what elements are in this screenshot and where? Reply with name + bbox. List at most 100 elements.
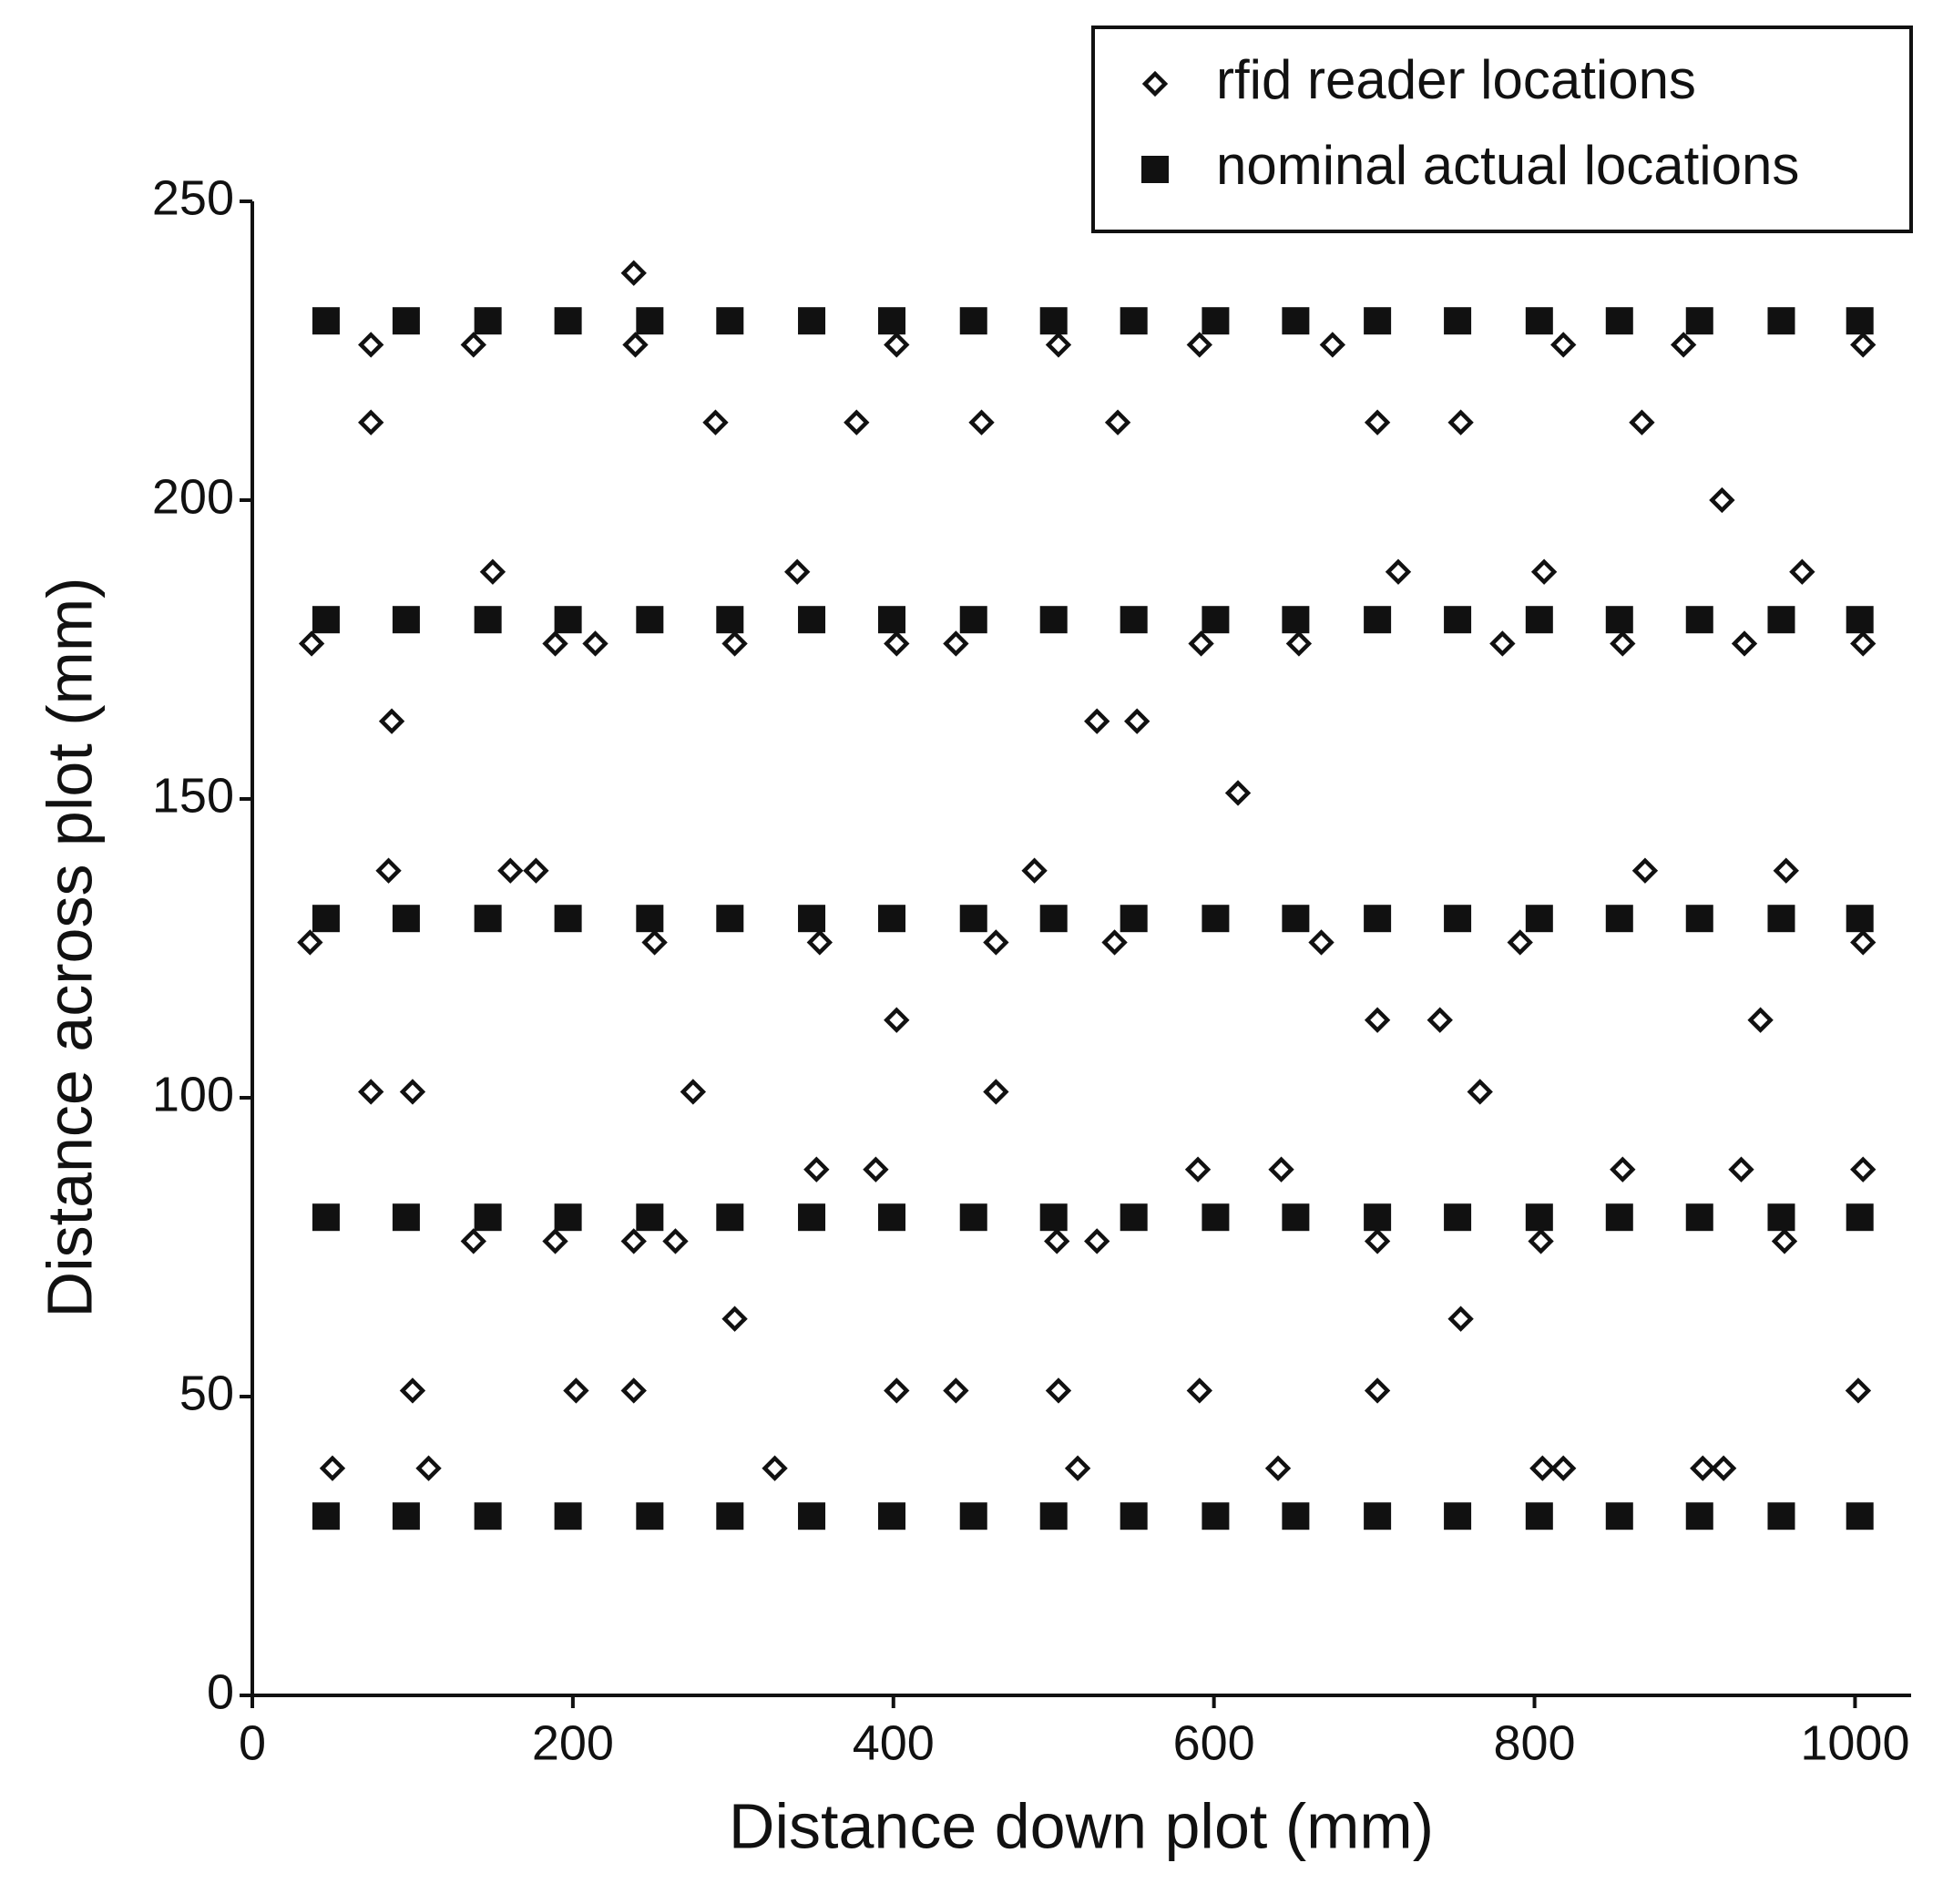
square-point [959,1203,987,1232]
square-point [959,1502,987,1530]
square-point [474,1502,502,1530]
diamond-point [884,1377,910,1404]
square-point [474,606,502,634]
diamond-point [378,708,405,734]
diamond-point [1850,1156,1877,1182]
diamond-point [399,1377,426,1404]
square-point [1767,307,1795,335]
square-point [554,606,582,634]
square-point [1282,606,1310,634]
square-point [1120,307,1148,335]
x-tick-label: 1000 [1800,1715,1909,1770]
square-point [1605,307,1633,335]
diamond-point [358,409,384,435]
x-axis-title: Distance down plot (mm) [729,1790,1434,1861]
square-point [1605,905,1633,933]
diamond-point [1789,558,1815,585]
diamond-point [542,630,568,657]
legend-marker [1141,156,1169,183]
square-point [312,307,340,335]
diamond-point [1104,409,1131,435]
diamond-point [1529,1455,1556,1481]
square-point [636,606,664,634]
square-point [798,307,826,335]
square-point [474,1203,502,1232]
diamond-point [1773,857,1799,884]
square-point [1364,1203,1392,1232]
diamond-point [1550,1455,1577,1481]
square-point [1039,905,1068,933]
diamond-point [1629,409,1655,435]
x-tick-label: 400 [853,1715,935,1770]
diamond-point [622,332,649,358]
diamond-point [884,332,910,358]
square-point [1039,307,1068,335]
square-point [1525,1502,1553,1530]
square-point [636,1502,664,1530]
y-tick-label: 250 [152,170,234,225]
diamond-point [1845,1377,1872,1404]
square-point [1120,606,1148,634]
diamond-point [1224,780,1252,806]
square-point [1605,1203,1633,1232]
diamond-point [844,409,870,435]
square-point [716,1203,744,1232]
diamond-point [680,1079,707,1105]
square-point [1846,1203,1874,1232]
x-tick-label: 800 [1493,1715,1575,1770]
square-point [636,905,664,933]
square-point [392,905,420,933]
diamond-point [1467,1079,1493,1105]
square-point [1846,307,1874,335]
y-tick-label: 50 [179,1366,234,1420]
square-point [474,905,502,933]
diamond-point [1124,708,1150,734]
diamond-point [1084,708,1110,734]
y-tick-label: 150 [152,768,234,823]
square-point [878,905,906,933]
square-point [959,606,987,634]
diamond-point [1045,1377,1072,1404]
y-tick-label: 100 [152,1067,234,1121]
diamond-point [1728,1156,1754,1182]
square-point [312,606,340,634]
square-point [1364,1502,1392,1530]
diamond-point [1364,409,1391,435]
square-point [798,1502,826,1530]
diamond-point [1064,1455,1091,1481]
square-point [1120,905,1148,933]
diamond-point [1364,1377,1391,1404]
diamond-point [1364,1007,1391,1033]
square-point [1685,905,1713,933]
diamond-point [1044,1228,1070,1254]
y-axis-title: Distance across plot (mm) [34,578,105,1318]
square-point [392,1203,420,1232]
square-point [878,1502,906,1530]
square-point [1039,606,1068,634]
diamond-point [497,857,524,884]
square-point [1202,1502,1230,1530]
diamond-point [620,1228,647,1254]
square-point [1039,1502,1068,1530]
diamond-point [1850,630,1877,657]
diamond-point [1489,630,1516,657]
diamond-point [1021,857,1048,884]
square-point [1444,606,1472,634]
legend-label: rfid reader locations [1216,49,1696,110]
diamond-point [1184,1156,1212,1182]
square-point [554,905,582,933]
square-point [1767,1502,1795,1530]
diamond-point [884,630,910,657]
diamond-point [1610,1156,1636,1182]
square-point [312,905,340,933]
diamond-point [479,558,506,585]
diamond-point [1850,929,1877,956]
square-point [716,905,744,933]
y-tick-label: 200 [152,469,234,524]
square-point [1525,307,1553,335]
square-point [1846,1502,1874,1530]
square-point [1120,1203,1148,1232]
square-point [716,606,744,634]
